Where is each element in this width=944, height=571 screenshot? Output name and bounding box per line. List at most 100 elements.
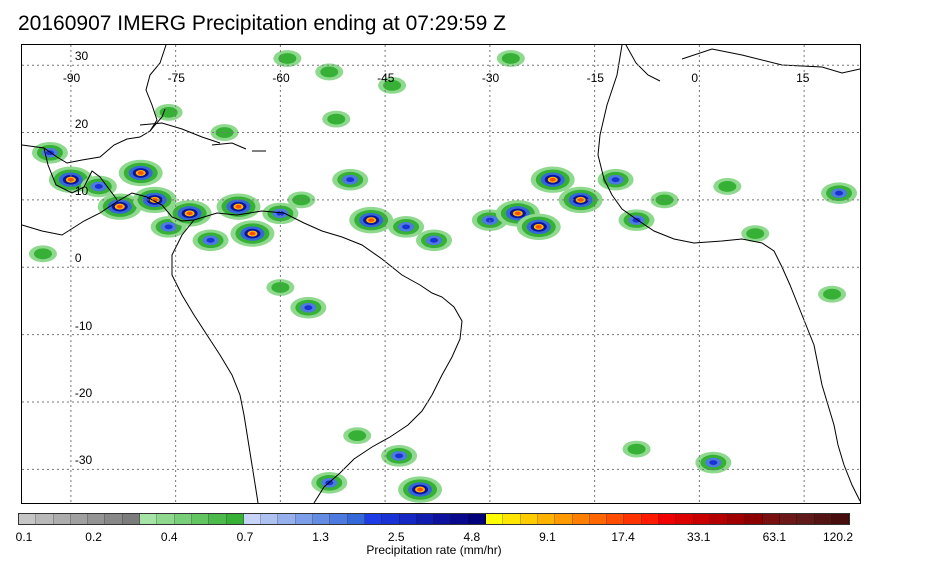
colorbar-segment xyxy=(814,514,832,524)
precip-cell xyxy=(290,296,327,319)
colorbar-segment xyxy=(105,514,123,524)
precip-contour xyxy=(137,171,144,175)
colorbar-segment xyxy=(624,514,642,524)
colorbar-segment xyxy=(710,514,729,524)
colorbar-segment xyxy=(572,514,590,524)
precip-cell xyxy=(741,225,770,242)
longitude-label: -15 xyxy=(586,71,604,86)
colorbar-segment xyxy=(658,514,677,524)
colorbar-segment xyxy=(434,514,452,524)
colorbar-segment xyxy=(416,514,435,524)
latitude-label: 10 xyxy=(74,183,89,198)
precip-cell xyxy=(821,182,858,204)
precip-contour xyxy=(395,453,404,459)
colorbar-segment xyxy=(347,514,365,524)
colorbar-segment xyxy=(88,514,106,524)
precipitation-map: -90 -75 -60 -45 -30 -15 0 15 30 20 10 0 -10 -20 -30 xyxy=(21,44,861,504)
colorbar-segment xyxy=(503,514,521,524)
precip-contour xyxy=(368,218,375,222)
precip-contour xyxy=(627,443,646,455)
precip-cell xyxy=(28,245,57,263)
precip-cell xyxy=(650,191,679,209)
precip-contour xyxy=(186,211,193,216)
precip-contour xyxy=(535,225,542,229)
colorbar-tick-label: 1.3 xyxy=(312,530,329,544)
colorbar-segment xyxy=(537,514,556,524)
colorbar-segment xyxy=(641,514,659,524)
precip-contour xyxy=(215,127,234,138)
colorbar-segment xyxy=(122,514,141,524)
precip-contour xyxy=(346,177,355,183)
longitude-label: 0 xyxy=(691,71,699,86)
graticule xyxy=(22,45,860,503)
colorbar-segment xyxy=(70,514,89,524)
precip-cell xyxy=(530,166,575,193)
precip-cell xyxy=(80,175,117,198)
precip-contour xyxy=(417,487,424,492)
colorbar-segment xyxy=(780,514,798,524)
precip-contour xyxy=(514,211,521,216)
central-america-coast xyxy=(22,192,195,236)
hispaniola-coast xyxy=(211,142,247,150)
precip-contour xyxy=(292,194,311,206)
colorbar-segment xyxy=(831,514,850,524)
precip-contour xyxy=(33,248,52,260)
colorbar-tick-label: 9.1 xyxy=(539,530,556,544)
colorbar xyxy=(18,513,850,525)
colorbar-segment xyxy=(486,514,504,524)
colorbar-tick-label: 0.7 xyxy=(236,530,254,544)
precip-cell xyxy=(287,191,316,209)
precip-cell xyxy=(266,279,295,296)
colorbar-label: Precipitation rate (mm/hr) xyxy=(366,543,502,557)
longitude-label: -90 xyxy=(62,71,81,86)
precip-cell xyxy=(381,445,418,467)
colorbar-tick-label: 17.4 xyxy=(611,530,635,544)
precip-contour xyxy=(320,66,339,78)
colorbar-segment xyxy=(295,514,314,524)
precip-cell xyxy=(192,229,229,252)
precipitation-layer xyxy=(28,50,858,503)
precip-cell xyxy=(48,166,93,193)
colorbar-segment xyxy=(589,514,608,524)
colorbar-tick-label: 63.1 xyxy=(762,530,787,544)
precip-cell xyxy=(132,186,177,214)
precip-cell xyxy=(713,178,742,195)
colorbar-segment xyxy=(243,514,262,524)
precip-cell xyxy=(322,110,351,128)
gulf-mexico-coast xyxy=(43,147,119,202)
colorbar-segment xyxy=(226,514,244,524)
north-america-coast xyxy=(22,45,167,164)
precip-contour xyxy=(655,194,674,206)
latitude-label: 20 xyxy=(74,116,89,131)
precip-contour xyxy=(501,53,520,64)
longitude-label: -45 xyxy=(377,71,395,86)
precip-cell xyxy=(273,50,302,67)
coastline-layer xyxy=(22,45,860,503)
precip-contour xyxy=(116,204,123,209)
colorbar-segment xyxy=(157,514,175,524)
precip-contour xyxy=(94,184,103,189)
precip-cell xyxy=(262,202,299,225)
colorbar-segment xyxy=(140,514,158,524)
colorbar-tick-label: 120.2 xyxy=(822,530,854,544)
south-america-west-coast xyxy=(171,219,259,503)
colorbar-segment xyxy=(364,514,383,524)
precip-contour xyxy=(249,231,256,236)
precip-contour xyxy=(164,224,173,230)
precip-cell xyxy=(349,206,394,234)
precip-cell xyxy=(622,440,651,458)
precip-cell xyxy=(597,168,634,191)
africa-coast xyxy=(597,45,860,502)
precip-cell xyxy=(516,213,561,241)
colorbar-tick-label: 0.1 xyxy=(15,530,33,544)
longitude-label: -75 xyxy=(167,71,185,86)
precip-contour xyxy=(235,204,242,209)
latitude-label: -30 xyxy=(74,453,93,468)
colorbar-segment xyxy=(797,514,815,524)
latitude-label: -20 xyxy=(74,385,93,400)
precip-cell xyxy=(167,200,212,227)
mediterranean-coast xyxy=(681,48,860,74)
precip-contour xyxy=(159,106,178,118)
longitude-label: 15 xyxy=(796,71,810,86)
precip-contour xyxy=(746,228,765,239)
